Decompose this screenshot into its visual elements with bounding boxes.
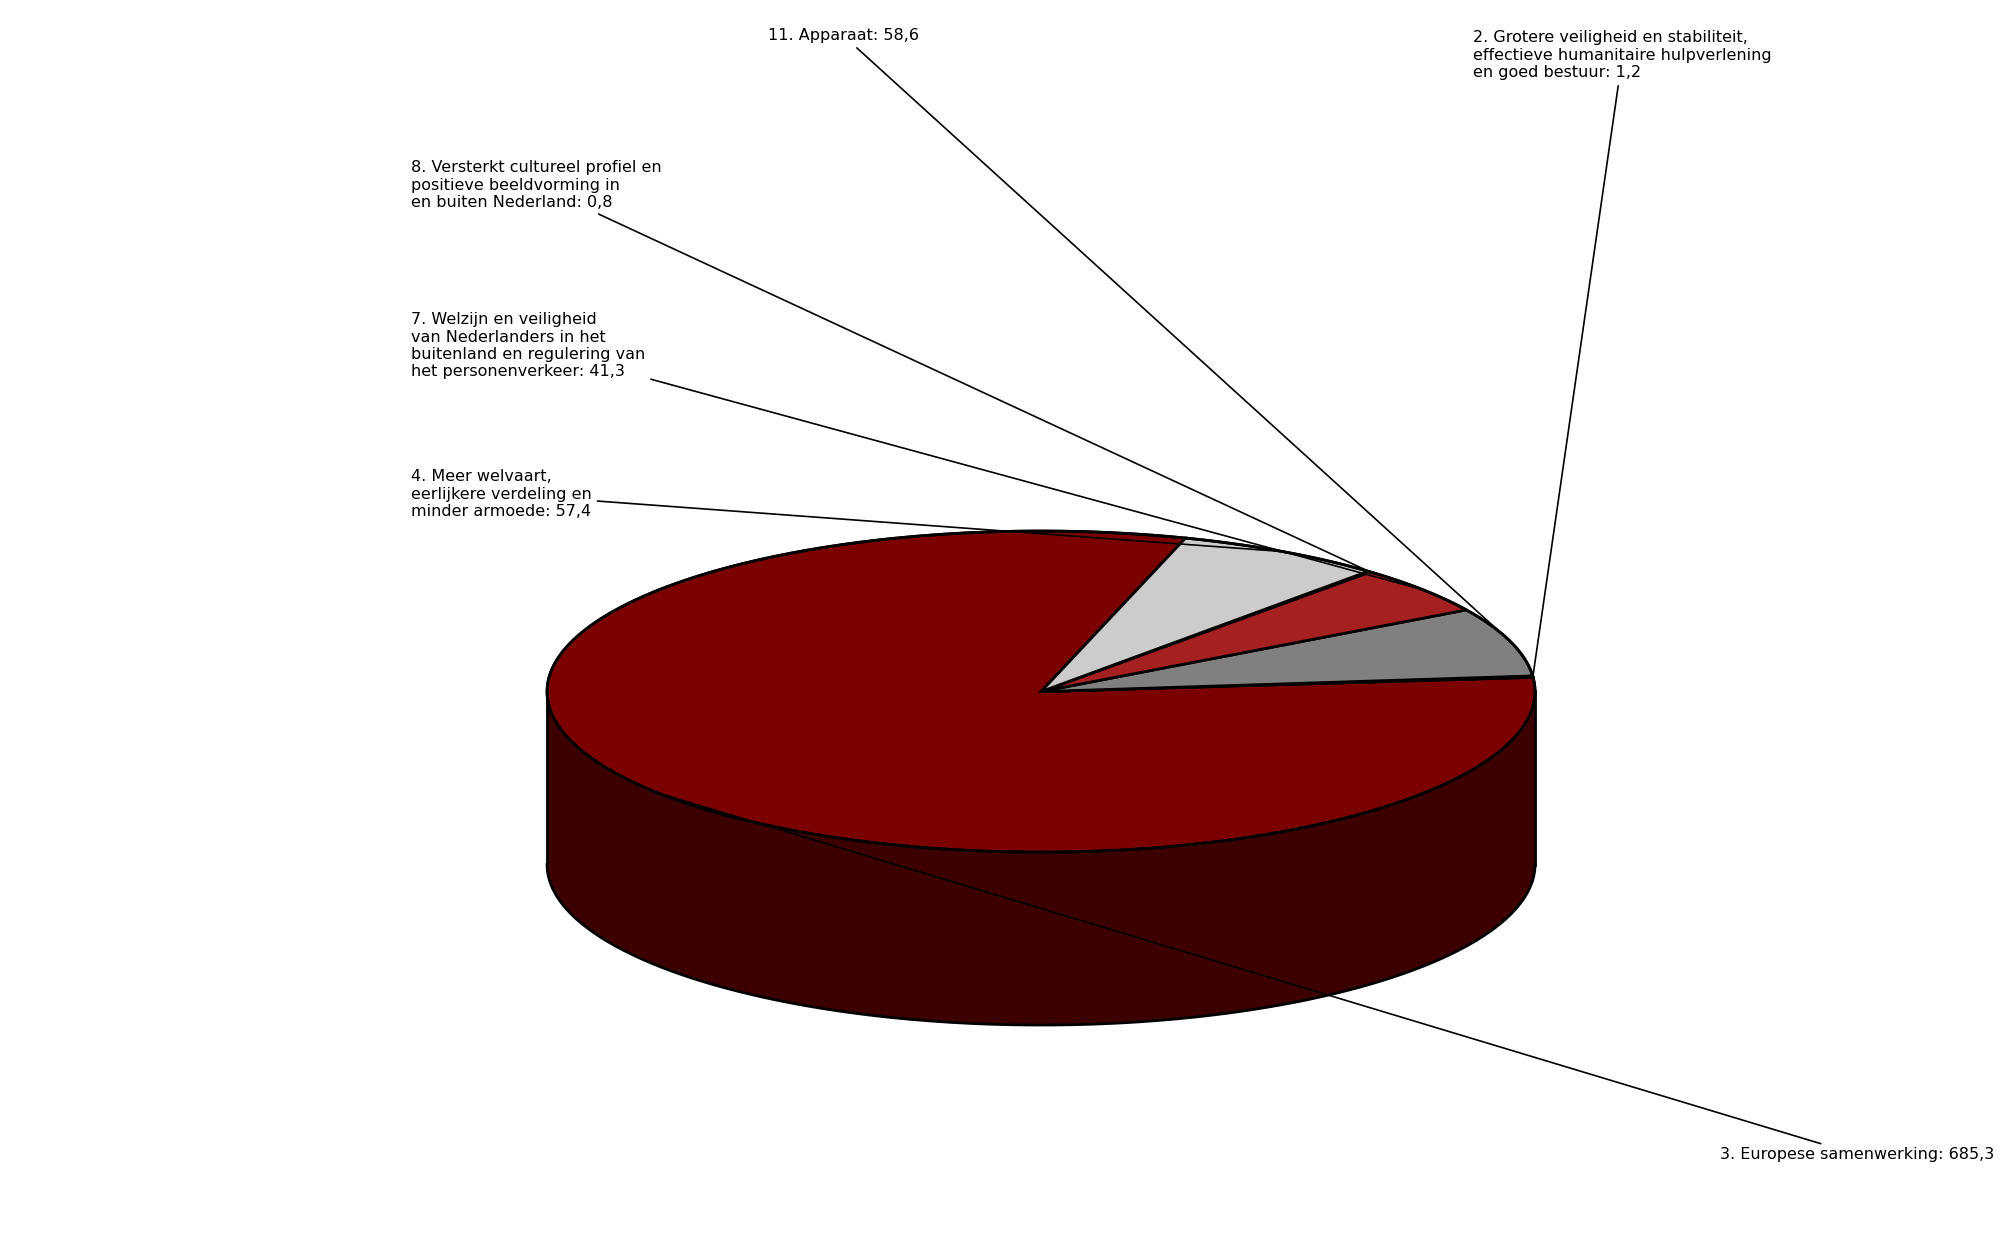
Text: 8. Versterkt cultureel profiel en
positieve beeldvorming in
en buiten Nederland:: 8. Versterkt cultureel profiel en positi… — [411, 161, 1367, 571]
Text: 2. Grotere veiligheid en stabiliteit,
effectieve humanitaire hulpverlening
en go: 2. Grotere veiligheid en stabiliteit, ef… — [1473, 31, 1770, 674]
Polygon shape — [1040, 572, 1369, 692]
Polygon shape — [1040, 572, 1465, 692]
Text: 11. Apparaat: 58,6: 11. Apparaat: 58,6 — [767, 28, 1507, 640]
Polygon shape — [1040, 610, 1531, 692]
Text: 7. Welzijn en veiligheid
van Nederlanders in het
buitenland en regulering van
he: 7. Welzijn en veiligheid van Nederlander… — [411, 312, 1419, 589]
Text: 3. Europese samenwerking: 685,3: 3. Europese samenwerking: 685,3 — [660, 794, 1993, 1162]
Polygon shape — [1040, 538, 1367, 692]
Polygon shape — [1040, 676, 1531, 692]
Text: 4. Meer welvaart,
eerlijkere verdeling en
minder armoede: 57,4: 4. Meer welvaart, eerlijkere verdeling e… — [411, 469, 1278, 551]
Polygon shape — [546, 531, 1533, 852]
Polygon shape — [546, 693, 1533, 1025]
